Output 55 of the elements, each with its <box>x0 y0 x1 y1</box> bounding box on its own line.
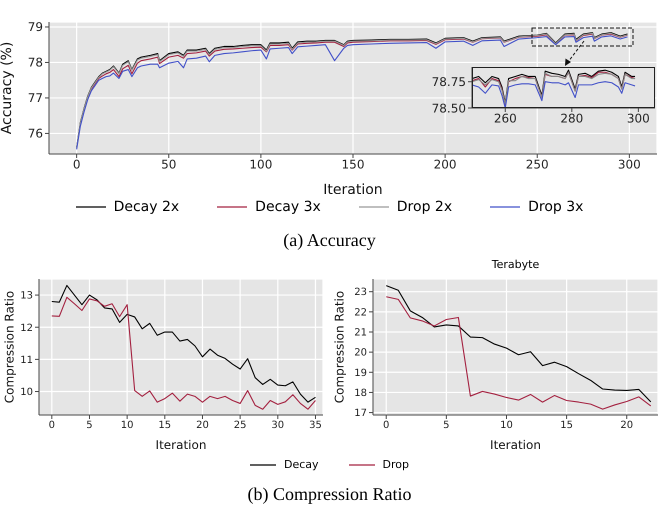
x-tick-label: 150 <box>342 158 364 172</box>
y-tick-label: 11 <box>20 354 33 366</box>
x-tick-label: 10 <box>500 420 513 432</box>
legend-label: Decay 2x <box>114 199 180 215</box>
x-tick-label: 30 <box>271 420 284 432</box>
x-tick-label: 50 <box>161 158 176 172</box>
x-tick-label: 5 <box>86 420 93 432</box>
y-tick-label: 79 <box>28 20 43 34</box>
y-tick-label: 13 <box>20 290 33 302</box>
x-tick-label: 280 <box>560 112 584 126</box>
x-tick-label: 100 <box>249 158 272 172</box>
x-tick-label: 10 <box>120 420 134 432</box>
legend-label: Decay 3x <box>255 199 321 215</box>
y-tick-label: 10 <box>20 387 33 398</box>
x-tick-label: 35 <box>309 420 322 432</box>
chart-title: Terabyte <box>490 258 540 271</box>
y-tick-label: 21 <box>354 328 367 339</box>
x-axis-title: Iteration <box>490 438 541 452</box>
y-axis-title: Accuracy (%) <box>0 42 15 134</box>
x-tick-label: 5 <box>443 420 450 432</box>
x-tick-label: 250 <box>526 158 549 172</box>
legend-label: Drop 2x <box>396 199 452 215</box>
y-tick-label: 19 <box>354 368 367 379</box>
x-tick-label: 25 <box>234 420 246 432</box>
y-tick-label: 17 <box>354 408 367 420</box>
y-tick-label: 12 <box>20 322 33 334</box>
y-axis-title: Compression Ratio <box>332 290 346 404</box>
x-tick-label: 20 <box>620 420 634 432</box>
y-tick-label: 78.50 <box>432 101 466 116</box>
y-tick-label: 20 <box>354 348 367 359</box>
y-tick-label: 78 <box>28 56 43 70</box>
y-tick-label: 76 <box>28 126 43 141</box>
y-tick-label: 22 <box>354 307 367 318</box>
x-tick-label: 15 <box>158 420 172 432</box>
x-tick-label: 260 <box>494 112 517 126</box>
y-tick-label: 23 <box>354 287 367 298</box>
x-tick-label: 0 <box>72 158 80 172</box>
y-tick-label: 18 <box>354 388 367 399</box>
text: (b) Compression Ratio <box>246 484 412 505</box>
text: (a) Accuracy <box>282 230 377 251</box>
x-tick-label: 0 <box>48 420 55 432</box>
x-tick-label: 300 <box>626 112 650 126</box>
y-tick-label: 78.75 <box>432 74 466 89</box>
y-axis-title: Compression Ratio <box>2 290 16 404</box>
legend-label: Drop 3x <box>528 199 584 215</box>
y-tick-label: 77 <box>28 91 43 106</box>
legend-label: Decay <box>284 458 319 471</box>
x-tick-label: 300 <box>618 158 641 172</box>
x-tick-label: 20 <box>196 420 209 432</box>
x-axis-title: Iteration <box>323 182 383 198</box>
legend-label: Drop <box>382 458 409 471</box>
x-axis-title: Iteration <box>156 438 206 452</box>
x-tick-label: 15 <box>560 420 573 432</box>
x-tick-label: 0 <box>383 420 390 432</box>
x-tick-label: 200 <box>434 158 457 172</box>
